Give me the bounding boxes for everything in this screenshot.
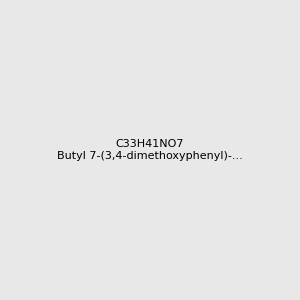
Text: C33H41NO7
Butyl 7-(3,4-dimethoxyphenyl)-...: C33H41NO7 Butyl 7-(3,4-dimethoxyphenyl)-… xyxy=(57,139,243,161)
